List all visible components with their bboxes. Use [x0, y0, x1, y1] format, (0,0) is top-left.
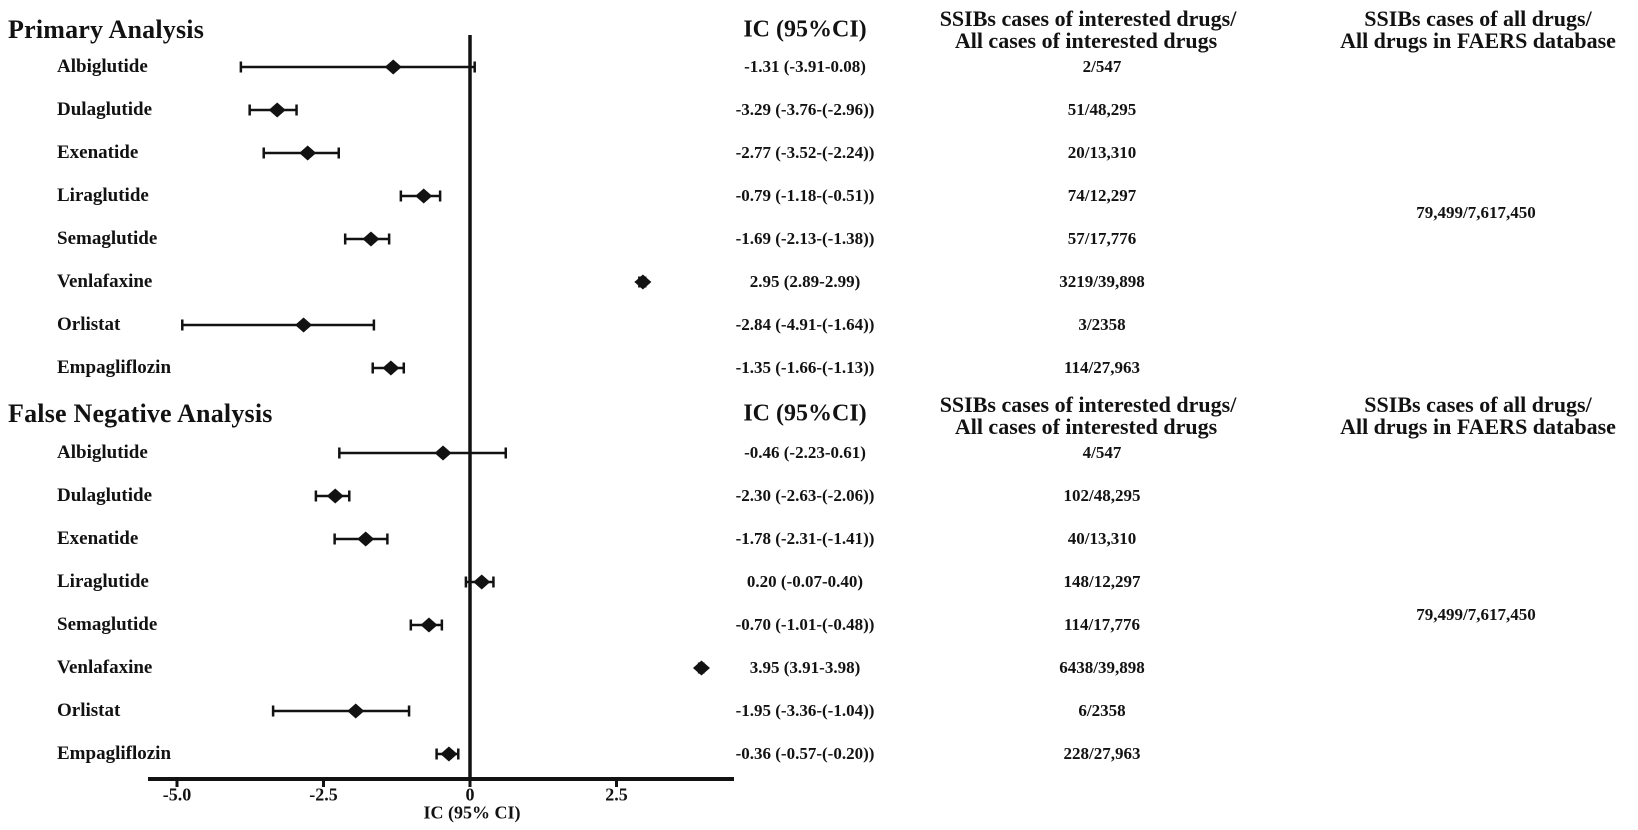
ic-value-primary-empagliflozin: -1.35 (-1.66-(-1.13)) — [735, 358, 875, 377]
all-drugs-column-header-line1-false-negative: SSIBs cases of all drugs/ — [1364, 392, 1592, 417]
drug-label-primary-exenatide: Exenatide — [57, 142, 139, 163]
ic-value-primary-dulaglutide: -3.29 (-3.76-(-2.96)) — [735, 100, 875, 119]
point-estimate-diamond-primary-orlistat — [295, 317, 313, 333]
x-axis-tick-label: -5.0 — [162, 784, 192, 805]
all-drugs-value-false-negative: 79,499/7,617,450 — [1416, 605, 1536, 624]
cases-value-false-negative-exenatide: 40/13,310 — [1067, 529, 1137, 548]
all-drugs-value-primary: 79,499/7,617,450 — [1416, 203, 1536, 222]
cases-value-primary-albiglutide: 2/547 — [1082, 57, 1122, 76]
drug-label-primary-dulaglutide: Dulaglutide — [57, 99, 153, 120]
cases-value-primary-liraglutide: 74/12,297 — [1067, 186, 1137, 205]
cases-value-primary-venlafaxine: 3219/39,898 — [1059, 272, 1145, 291]
ic-value-primary-semaglutide: -1.69 (-2.13-(-1.38)) — [735, 229, 875, 248]
all-drugs-column-header-line2-primary: All drugs in FAERS database — [1340, 28, 1616, 53]
interested-drugs-column-header-line2-false-negative: All cases of interested drugs — [954, 414, 1218, 439]
drug-label-false-negative-orlistat: Orlistat — [57, 700, 121, 721]
point-estimate-diamond-primary-liraglutide — [415, 188, 433, 204]
panel-title-primary: Primary Analysis — [8, 15, 205, 44]
ic-column-header-primary: IC (95%CI) — [743, 16, 867, 43]
cases-value-false-negative-semaglutide: 114/17,776 — [1063, 615, 1141, 634]
drug-label-false-negative-empagliflozin: Empagliflozin — [57, 743, 172, 764]
cases-value-primary-dulaglutide: 51/48,295 — [1067, 100, 1137, 119]
point-estimate-diamond-false-negative-semaglutide — [420, 617, 438, 633]
all-drugs-column-header-line1-primary: SSIBs cases of all drugs/ — [1364, 6, 1592, 31]
point-estimate-diamond-false-negative-albiglutide — [434, 445, 452, 461]
ic-column-header-false-negative: IC (95%CI) — [743, 400, 867, 427]
ic-value-false-negative-orlistat: -1.95 (-3.36-(-1.04)) — [735, 701, 875, 720]
x-axis-tick-label: 0 — [465, 784, 475, 805]
drug-label-primary-empagliflozin: Empagliflozin — [57, 357, 172, 378]
drug-label-false-negative-exenatide: Exenatide — [57, 528, 139, 549]
ic-value-false-negative-semaglutide: -0.70 (-1.01-(-0.48)) — [735, 615, 875, 634]
ic-value-false-negative-venlafaxine: 3.95 (3.91-3.98) — [749, 658, 861, 677]
point-estimate-diamond-false-negative-dulaglutide — [326, 488, 344, 504]
cases-value-primary-exenatide: 20/13,310 — [1067, 143, 1137, 162]
drug-label-primary-albiglutide: Albiglutide — [57, 56, 148, 77]
ic-value-false-negative-liraglutide: 0.20 (-0.07-0.40) — [746, 572, 864, 591]
cases-value-false-negative-albiglutide: 4/547 — [1082, 443, 1122, 462]
drug-label-primary-semaglutide: Semaglutide — [57, 228, 158, 249]
x-axis-tick-label: -2.5 — [309, 784, 338, 805]
point-estimate-diamond-primary-venlafaxine — [634, 274, 652, 290]
cases-value-primary-empagliflozin: 114/27,963 — [1063, 358, 1141, 377]
drug-label-primary-liraglutide: Liraglutide — [57, 185, 149, 206]
point-estimate-diamond-primary-dulaglutide — [268, 102, 286, 118]
cases-value-false-negative-dulaglutide: 102/48,295 — [1063, 486, 1141, 505]
drug-label-primary-orlistat: Orlistat — [57, 314, 121, 335]
point-estimate-diamond-primary-exenatide — [299, 145, 317, 161]
point-estimate-diamond-false-negative-orlistat — [347, 703, 365, 719]
drug-label-false-negative-liraglutide: Liraglutide — [57, 571, 149, 592]
cases-value-primary-orlistat: 3/2358 — [1078, 315, 1126, 334]
ic-value-primary-orlistat: -2.84 (-4.91-(-1.64)) — [735, 315, 875, 334]
ic-value-false-negative-exenatide: -1.78 (-2.31-(-1.41)) — [735, 529, 875, 548]
point-estimate-diamond-primary-semaglutide — [362, 231, 380, 247]
interested-drugs-column-header-line1-false-negative: SSIBs cases of interested drugs/ — [939, 392, 1237, 417]
ic-value-primary-albiglutide: -1.31 (-3.91-0.08) — [744, 57, 866, 76]
drug-label-primary-venlafaxine: Venlafaxine — [57, 271, 153, 292]
ic-value-primary-liraglutide: -0.79 (-1.18-(-0.51)) — [735, 186, 875, 205]
point-estimate-diamond-primary-albiglutide — [384, 59, 402, 75]
cases-value-false-negative-empagliflozin: 228/27,963 — [1063, 744, 1141, 763]
cases-value-false-negative-liraglutide: 148/12,297 — [1063, 572, 1141, 591]
ic-value-false-negative-empagliflozin: -0.36 (-0.57-(-0.20)) — [735, 744, 875, 763]
point-estimate-diamond-false-negative-venlafaxine — [692, 660, 710, 676]
drug-label-false-negative-semaglutide: Semaglutide — [57, 614, 158, 635]
ic-value-false-negative-albiglutide: -0.46 (-2.23-0.61) — [744, 443, 866, 462]
point-estimate-diamond-false-negative-empagliflozin — [440, 746, 458, 762]
drug-label-false-negative-venlafaxine: Venlafaxine — [57, 657, 153, 678]
interested-drugs-column-header-line2-primary: All cases of interested drugs — [954, 28, 1218, 53]
cases-value-false-negative-orlistat: 6/2358 — [1078, 701, 1126, 720]
ic-value-false-negative-dulaglutide: -2.30 (-2.63-(-2.06)) — [735, 486, 875, 505]
drug-label-false-negative-dulaglutide: Dulaglutide — [57, 485, 153, 506]
point-estimate-diamond-primary-empagliflozin — [382, 360, 400, 376]
drug-label-false-negative-albiglutide: Albiglutide — [57, 442, 148, 463]
point-estimate-diamond-false-negative-liraglutide — [473, 574, 491, 590]
point-estimate-diamond-false-negative-exenatide — [357, 531, 375, 547]
interested-drugs-column-header-line1-primary: SSIBs cases of interested drugs/ — [939, 6, 1237, 31]
panel-title-false-negative: False Negative Analysis — [8, 399, 273, 428]
cases-value-false-negative-venlafaxine: 6438/39,898 — [1059, 658, 1145, 677]
ic-value-primary-venlafaxine: 2.95 (2.89-2.99) — [749, 272, 861, 291]
all-drugs-column-header-line2-false-negative: All drugs in FAERS database — [1340, 414, 1616, 439]
x-axis-tick-label: 2.5 — [605, 784, 628, 805]
cases-value-primary-semaglutide: 57/17,776 — [1067, 229, 1137, 248]
x-axis-caption: IC (95% CI) — [423, 802, 521, 823]
ic-value-primary-exenatide: -2.77 (-3.52-(-2.24)) — [735, 143, 875, 162]
